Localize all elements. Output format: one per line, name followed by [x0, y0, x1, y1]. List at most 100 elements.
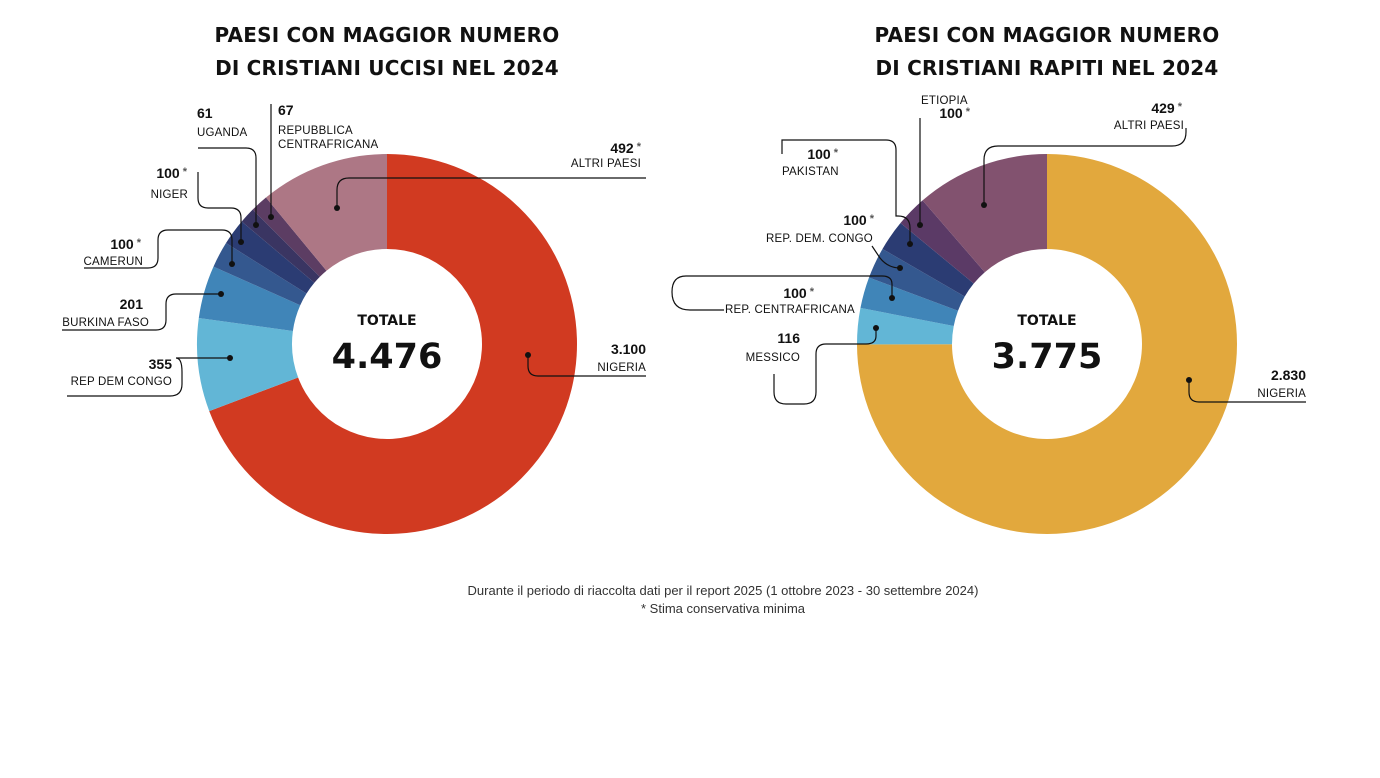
estimate-star: *	[137, 237, 142, 249]
slice-name: ETIOPIA	[921, 95, 968, 107]
leader-line	[67, 357, 230, 397]
leader-dot	[334, 205, 340, 211]
center-total-value: 4.476	[332, 337, 443, 377]
slice-value: 100 *	[807, 146, 838, 162]
slice-name: REPUBBLICA	[278, 125, 353, 137]
leader-dot	[253, 222, 259, 228]
callout-nigeria: 2.830 NIGERIA	[1186, 367, 1306, 403]
slice-name: NIGERIA	[1257, 388, 1306, 400]
slice-name: ALTRI PAESI	[1114, 120, 1184, 132]
donut-slice-camerun	[213, 243, 307, 306]
leader-line	[671, 275, 893, 311]
slice-value: 201	[120, 296, 144, 312]
callout-camerun: 100 * CAMERUN	[83, 229, 235, 269]
donut-slice-nigeria	[857, 154, 1237, 534]
callout-nigeria: 3.100 NIGERIA	[525, 341, 646, 377]
callout-burkina-faso: 201 BURKINA FASO	[62, 291, 224, 331]
leader-dot	[917, 222, 923, 228]
slice-value: 492 *	[610, 140, 641, 156]
leader-line	[62, 293, 221, 331]
slice-name: REP. CENTRAFRICANA	[725, 304, 855, 316]
donut-slice-burkina-faso	[198, 266, 301, 331]
slice-value: 100 *	[156, 165, 187, 181]
leader-line	[773, 328, 877, 405]
slice-name: NIGER	[151, 189, 188, 201]
donut-slice-rep-centrafricana	[860, 277, 959, 326]
leader-dot	[268, 214, 274, 220]
center-total-label: TOTALE	[1017, 313, 1076, 329]
chart-title-line-2: DI CRISTIANI UCCISI NEL 2024	[215, 56, 559, 80]
slice-name: NIGERIA	[597, 362, 646, 374]
donut-slice-rep-dem-congo	[869, 248, 965, 311]
chart-kidnapped: PAESI CON MAGGIOR NUMERO DI CRISTIANI RA…	[857, 23, 1237, 534]
callout-rep-dem-congo: 355 REP DEM CONGO	[67, 355, 233, 397]
slice-value: 100 *	[939, 105, 970, 121]
leader-line	[84, 229, 233, 269]
chart-title-line-1: PAESI CON MAGGIOR NUMERO	[875, 23, 1220, 47]
leader-dot	[238, 239, 244, 245]
center-total-value: 3.775	[992, 337, 1103, 377]
leader-dot	[907, 241, 913, 247]
donut-slice-rep-dem-congo	[197, 317, 299, 412]
slice-name: BURKINA FASO	[62, 317, 149, 329]
slice-value: 100 *	[783, 285, 814, 301]
leader-dot	[218, 291, 224, 297]
chart-title-line-2: DI CRISTIANI RAPITI NEL 2024	[875, 56, 1218, 80]
slice-name: ALTRI PAESI	[571, 158, 641, 170]
slice-value: 61	[197, 105, 213, 121]
leader-line	[781, 139, 911, 244]
slice-value: 100 *	[843, 212, 874, 228]
callout-repubblica-centrafricana: 67 REPUBBLICA CENTRAFRICANA	[268, 102, 378, 220]
slice-name: REP DEM CONGO	[71, 376, 172, 388]
leader-dot	[889, 295, 895, 301]
estimate-star: *	[1178, 101, 1183, 113]
slice-name: MESSICO	[746, 352, 800, 364]
slice-name: UGANDA	[197, 127, 248, 139]
slice-callouts: 3.100 NIGERIA 492 * ALTRI PAESI 355 REP DEM CO…	[62, 95, 1306, 405]
donut-slice-messico	[857, 307, 954, 345]
donut-slice-uganda	[241, 209, 320, 283]
callout-uganda: 61 UGANDA	[197, 105, 259, 228]
slice-value: 3.100	[611, 341, 646, 357]
slice-value: 116	[777, 330, 800, 346]
slice-value: 100 *	[110, 236, 141, 252]
estimate-star: *	[870, 213, 875, 225]
leader-dot	[229, 261, 235, 267]
leader-line	[336, 177, 646, 208]
donut-slice-pakistan	[882, 223, 974, 297]
leader-dot	[981, 202, 987, 208]
chart-killed: PAESI CON MAGGIOR NUMERO DI CRISTIANI UC…	[197, 23, 577, 535]
footer-estimate-note: * Stima conservativa minima	[641, 601, 806, 616]
estimate-star: *	[810, 286, 815, 298]
donut-slice-etiopia	[900, 200, 985, 284]
leader-line	[527, 355, 646, 377]
footer-period-note: Durante il periodo di riaccolta dati per…	[468, 583, 979, 598]
donut-slice-altri-paesi	[922, 154, 1047, 273]
estimate-star: *	[637, 141, 642, 153]
leader-dot	[873, 325, 879, 331]
slice-name-line-2: CENTRAFRICANA	[278, 139, 378, 151]
estimate-star: *	[834, 147, 839, 159]
slice-name: PAKISTAN	[782, 166, 839, 178]
slice-value: 67	[278, 102, 294, 118]
callout-messico: 116 MESSICO	[746, 325, 879, 405]
donut-slice-niger	[226, 221, 315, 294]
donut-slices	[857, 154, 1237, 534]
estimate-star: *	[183, 166, 188, 178]
leader-dot	[897, 265, 903, 271]
leader-line	[198, 147, 257, 225]
leader-line	[1188, 380, 1306, 403]
slice-name: REP. DEM. CONGO	[766, 233, 873, 245]
slice-value: 355	[149, 356, 173, 372]
center-total-label: TOTALE	[357, 313, 416, 329]
chart-title-line-1: PAESI CON MAGGIOR NUMERO	[215, 23, 560, 47]
slice-value: 2.830	[1271, 367, 1306, 383]
leader-dot	[525, 352, 531, 358]
leader-dot	[227, 355, 233, 361]
donut-slice-nigeria	[209, 154, 577, 535]
callout-pakistan: 100 * PAKISTAN	[781, 139, 913, 247]
slice-value: 429 *	[1151, 100, 1182, 116]
leader-dot	[1186, 377, 1192, 383]
estimate-star: *	[966, 106, 971, 118]
